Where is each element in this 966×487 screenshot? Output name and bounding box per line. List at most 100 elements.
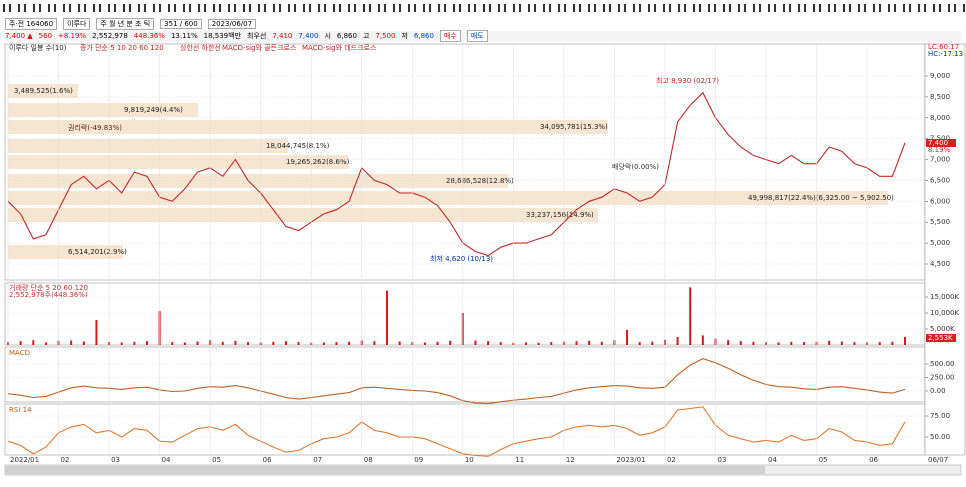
field: 7,410 — [272, 32, 293, 40]
volume-bar — [272, 341, 275, 345]
x-tick-label: 06 — [869, 456, 878, 464]
button[interactable]: 주·전 164060 — [5, 18, 58, 30]
volume-bar — [550, 342, 553, 345]
volume-bar — [575, 341, 578, 345]
legend-item: MACD-sig와 골든크로스 — [222, 43, 297, 52]
button[interactable]: 매수 — [439, 30, 461, 42]
volume-bar — [348, 341, 351, 345]
volume-bar — [322, 342, 325, 345]
right-axis — [924, 43, 966, 456]
volume-bar — [120, 342, 123, 345]
field: 560 — [38, 32, 53, 40]
tab-strip — [0, 0, 966, 16]
volume-bar — [82, 341, 85, 345]
volume-legend: 거래량 단순 5 20 60 120 — [9, 283, 88, 292]
button[interactable]: 351 / 600 — [160, 19, 202, 29]
volume-bar — [676, 337, 679, 345]
y-tick-label: 5,000K — [930, 325, 955, 333]
volume-profile-bar — [8, 174, 508, 188]
volume-bar — [44, 342, 47, 345]
volume-bar — [234, 340, 237, 345]
button[interactable]: 이루다 — [63, 18, 91, 30]
y-tick-label: 7,000 — [930, 156, 950, 164]
volume-bar — [386, 290, 389, 345]
volume-legend: 2,552,978주(448.36%) — [9, 291, 88, 299]
volume-profile-bar — [8, 155, 348, 169]
field: 7,500 — [375, 32, 396, 40]
volume-bar — [828, 340, 831, 345]
y-tick-label: 5,500 — [930, 218, 950, 226]
volume-bar — [449, 340, 452, 345]
y-tick-label: 10,000K — [930, 309, 959, 317]
button[interactable]: 매도 — [466, 30, 488, 42]
quote-info: 7,400 ▲ 560 +8.19% 2,552,978 448.36% 13.11% 18… — [5, 30, 961, 42]
y-tick-label: 5,000 — [930, 239, 950, 247]
x-tick-label: 10 — [465, 456, 474, 464]
y-tick-label: 250.00 — [930, 373, 955, 381]
volume-bar — [802, 342, 805, 345]
x-tick-label: 11 — [515, 456, 524, 464]
y-tick-label: 500.00 — [930, 360, 955, 368]
volume-badge — [926, 334, 956, 342]
y-tick-label: 4,500 — [930, 260, 950, 268]
volume-bar — [32, 340, 35, 345]
y-tick-label: 6,000 — [930, 197, 950, 205]
volume-bar — [904, 337, 906, 345]
button[interactable]: 주 월 년 분 초 틱 — [96, 18, 155, 30]
volume-bar — [70, 340, 73, 345]
volume-profile-bar — [8, 208, 598, 222]
x-tick-label: 07 — [313, 456, 322, 464]
volume-profile-bar — [8, 120, 608, 134]
panel-label: MACD — [9, 349, 30, 357]
panel — [4, 403, 926, 456]
scroll-thumb[interactable] — [5, 466, 765, 474]
volume-bar — [247, 342, 250, 345]
volume-bar — [183, 342, 186, 345]
y-tick-label: 0.00 — [930, 387, 946, 395]
x-tick-label: 09 — [414, 456, 423, 464]
profile-label: 18,044,745(8.1%) — [266, 142, 330, 150]
right-label: 7,400 — [928, 139, 948, 147]
event-label: 권리락(-49.83%) — [68, 123, 122, 132]
button[interactable]: 2023/06/07 — [207, 19, 257, 29]
y-tick-label: 75.00 — [930, 412, 950, 420]
volume-bar — [600, 341, 603, 345]
volume-bar — [777, 342, 780, 345]
volume-bar — [95, 320, 98, 345]
x-tick-label: 02 — [667, 456, 676, 464]
event-label: 최저 4,620 (10/13) — [430, 254, 493, 263]
volume-profile-bar — [8, 84, 78, 98]
volume-bar — [335, 342, 338, 345]
volume-bar — [790, 341, 793, 345]
volume-bar — [423, 342, 426, 345]
profile-label: 33,237,156(14.9%) — [526, 211, 594, 219]
right-label: 2,553K — [928, 334, 953, 342]
panel — [4, 282, 926, 346]
field: +8.19% — [58, 32, 87, 40]
x-tick-label: 03 — [717, 456, 726, 464]
volume-bar — [499, 342, 502, 345]
y-tick-label: 7,500 — [930, 135, 950, 143]
x-tick-label: 2022/01 — [10, 456, 39, 464]
volume-bar — [398, 341, 401, 345]
volume-bar — [840, 341, 843, 345]
right-label: LC:60.17 — [928, 43, 959, 51]
volume-bar — [145, 341, 148, 345]
volume-bar — [19, 341, 22, 345]
volume-bar — [588, 340, 591, 345]
x-tick-label: 02 — [61, 456, 70, 464]
volume-bar — [701, 335, 704, 345]
x-tick-label: 05 — [819, 456, 828, 464]
volume-bar — [133, 341, 136, 345]
field: 저 — [401, 32, 408, 40]
volume-bar — [524, 342, 527, 345]
volume-bar — [891, 341, 894, 345]
series-line — [7, 406, 906, 457]
field: 6,860 — [413, 32, 434, 40]
y-tick-label: 50.00 — [930, 433, 950, 441]
profile-label: 34,095,781(15.3%) — [540, 123, 608, 131]
volume-bar — [638, 342, 641, 345]
field: 2,552,978 — [92, 32, 128, 40]
